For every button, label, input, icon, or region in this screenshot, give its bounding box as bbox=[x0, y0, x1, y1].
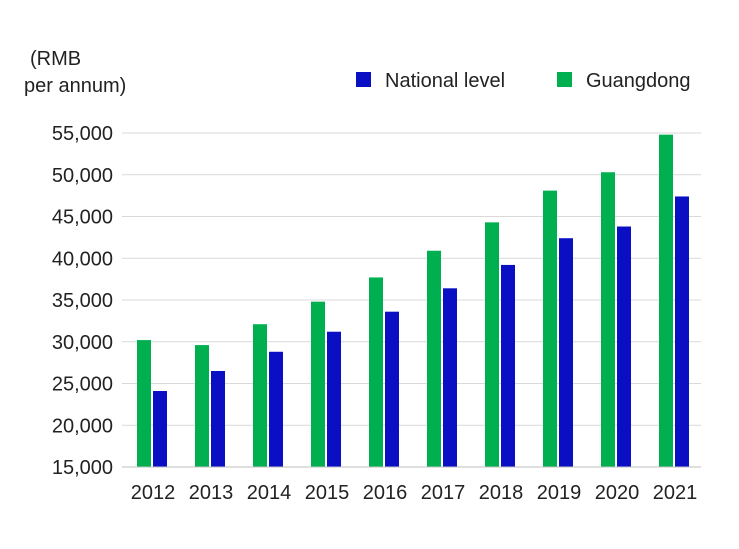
x-tick-label: 2017 bbox=[421, 482, 466, 504]
y-tick-label: 15,000 bbox=[52, 457, 113, 479]
bar-national-level-2014 bbox=[269, 351, 283, 467]
bar-guangdong-2016 bbox=[369, 277, 383, 467]
y-axis-label: (RMB per annum) bbox=[24, 48, 126, 97]
bar-national-level-2017 bbox=[443, 288, 457, 467]
y-tick-labels: 15,000 20,000 25,000 30,000 35,000 40,000 45,0… bbox=[52, 123, 113, 479]
bar-guangdong-2020 bbox=[601, 172, 615, 467]
y-tick-label: 20,000 bbox=[52, 415, 113, 437]
x-tick-label: 2013 bbox=[189, 482, 234, 504]
y-tick-label: 35,000 bbox=[52, 290, 113, 312]
x-tick-label: 2012 bbox=[131, 482, 176, 504]
y-tick-label: 25,000 bbox=[52, 374, 113, 396]
bars bbox=[137, 134, 689, 468]
legend-swatch-guangdong bbox=[557, 72, 572, 87]
bar-guangdong-2014 bbox=[253, 324, 267, 467]
bar-guangdong-2019 bbox=[543, 190, 557, 468]
bar-national-level-2021 bbox=[675, 196, 689, 467]
legend-swatch-national-level bbox=[356, 72, 371, 87]
bar-guangdong-2015 bbox=[311, 301, 325, 467]
bar-national-level-2018 bbox=[501, 264, 515, 467]
y-tick-label: 40,000 bbox=[52, 248, 113, 270]
x-tick-label: 2019 bbox=[537, 482, 582, 504]
x-tick-label: 2018 bbox=[479, 482, 524, 504]
bar-national-level-2013 bbox=[211, 370, 225, 467]
bar-national-level-2015 bbox=[327, 331, 341, 467]
bar-national-level-2019 bbox=[559, 238, 573, 467]
x-tick-label: 2021 bbox=[653, 482, 698, 504]
legend-label-national-level: National level bbox=[385, 70, 505, 92]
legend-label-guangdong: Guangdong bbox=[586, 70, 691, 92]
bar-guangdong-2017 bbox=[427, 250, 441, 467]
bar-national-level-2020 bbox=[617, 226, 631, 467]
y-axis-label-line-1: (RMB bbox=[30, 48, 81, 70]
y-tick-label: 55,000 bbox=[52, 123, 113, 145]
x-tick-label: 2014 bbox=[247, 482, 292, 504]
y-tick-label: 45,000 bbox=[52, 207, 113, 229]
x-tick-label: 2016 bbox=[363, 482, 408, 504]
y-tick-label: 30,000 bbox=[52, 332, 113, 354]
bar-national-level-2016 bbox=[385, 311, 399, 467]
x-tick-label: 2020 bbox=[595, 482, 640, 504]
bar-guangdong-2013 bbox=[195, 345, 209, 467]
bar-guangdong-2021 bbox=[659, 134, 673, 468]
bar-guangdong-2012 bbox=[137, 340, 151, 467]
y-axis-label-line-2: per annum) bbox=[24, 75, 126, 97]
legend: National level Guangdong bbox=[356, 70, 691, 92]
bar-national-level-2012 bbox=[153, 391, 167, 467]
y-tick-label: 50,000 bbox=[52, 165, 113, 187]
x-tick-label: 2015 bbox=[305, 482, 350, 504]
x-tick-labels: 2012 2013 2014 2015 2016 2017 2018 2019 2020 2021 bbox=[131, 482, 698, 504]
bar-guangdong-2018 bbox=[485, 222, 499, 467]
